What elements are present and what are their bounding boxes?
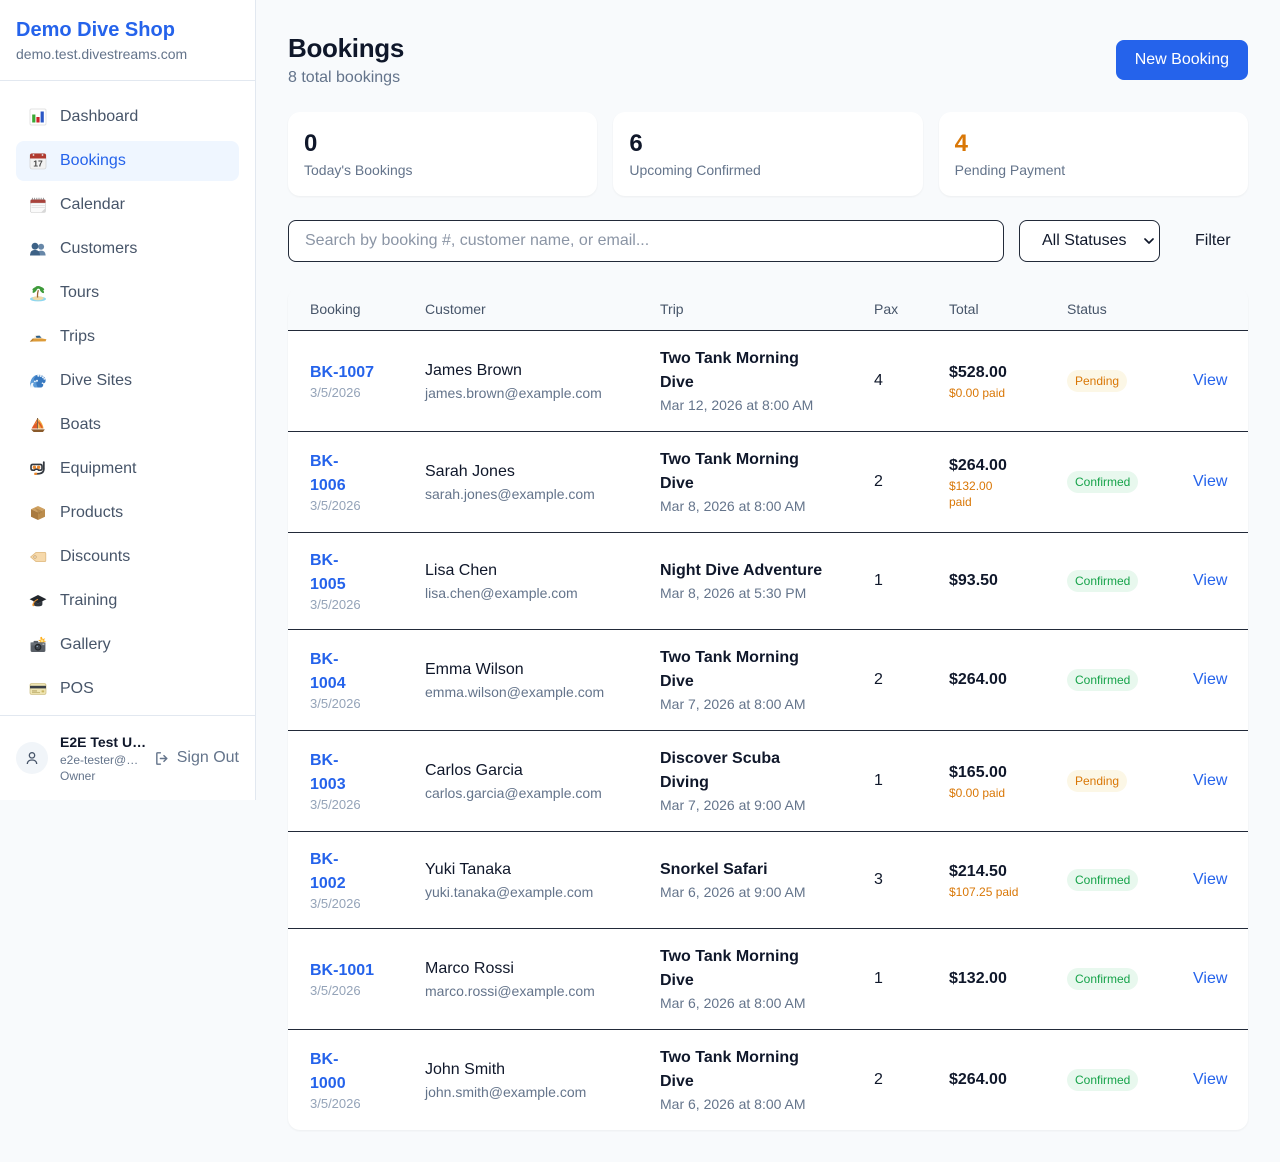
svg-text:17: 17 — [33, 158, 43, 168]
